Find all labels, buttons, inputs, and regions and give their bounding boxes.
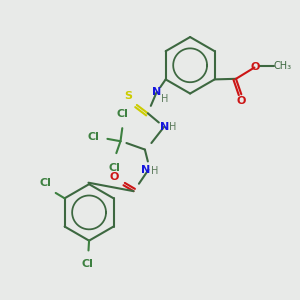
Text: N: N <box>141 165 150 175</box>
Text: N: N <box>152 87 161 97</box>
Text: O: O <box>250 62 260 72</box>
Text: Cl: Cl <box>117 110 129 119</box>
Text: Cl: Cl <box>40 178 52 188</box>
Text: H: H <box>161 94 169 104</box>
Text: Cl: Cl <box>82 259 94 269</box>
Text: CH₃: CH₃ <box>273 61 291 71</box>
Text: H: H <box>169 122 177 132</box>
Text: Cl: Cl <box>87 132 99 142</box>
Text: N: N <box>160 122 169 132</box>
Text: Cl: Cl <box>108 163 120 173</box>
Text: H: H <box>151 166 159 176</box>
Text: O: O <box>237 96 246 106</box>
Text: O: O <box>110 172 119 182</box>
Text: S: S <box>124 91 132 101</box>
